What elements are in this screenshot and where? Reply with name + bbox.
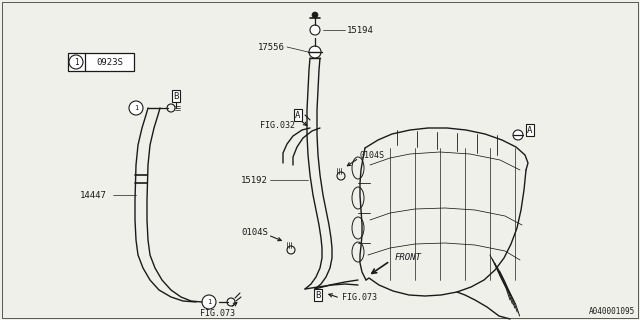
Text: A: A <box>295 110 301 119</box>
Circle shape <box>287 246 295 254</box>
Text: FIG.073: FIG.073 <box>342 293 377 302</box>
Circle shape <box>69 55 83 69</box>
Circle shape <box>202 295 216 309</box>
Text: 1: 1 <box>207 299 211 305</box>
Text: 0923S: 0923S <box>97 58 124 67</box>
Circle shape <box>513 130 523 140</box>
Text: 1: 1 <box>74 58 78 67</box>
FancyBboxPatch shape <box>68 53 134 71</box>
Text: FIG.073: FIG.073 <box>200 309 235 318</box>
Circle shape <box>310 25 320 35</box>
Text: FRONT: FRONT <box>395 253 422 262</box>
Circle shape <box>309 46 321 58</box>
Circle shape <box>312 12 318 18</box>
Circle shape <box>337 172 345 180</box>
Text: 14447: 14447 <box>80 190 107 199</box>
Text: 0104S: 0104S <box>241 228 268 236</box>
Text: B: B <box>173 92 179 100</box>
Circle shape <box>227 298 235 306</box>
Text: FIG.032: FIG.032 <box>260 121 295 130</box>
Text: A040001095: A040001095 <box>589 307 635 316</box>
Text: B: B <box>316 291 321 300</box>
Text: 1: 1 <box>134 105 138 111</box>
Text: 17556: 17556 <box>258 43 285 52</box>
Circle shape <box>129 101 143 115</box>
Text: 0104S: 0104S <box>360 150 385 159</box>
Circle shape <box>167 104 175 112</box>
Text: A: A <box>527 125 532 134</box>
Text: 15192: 15192 <box>241 175 268 185</box>
Text: 15194: 15194 <box>347 26 374 35</box>
